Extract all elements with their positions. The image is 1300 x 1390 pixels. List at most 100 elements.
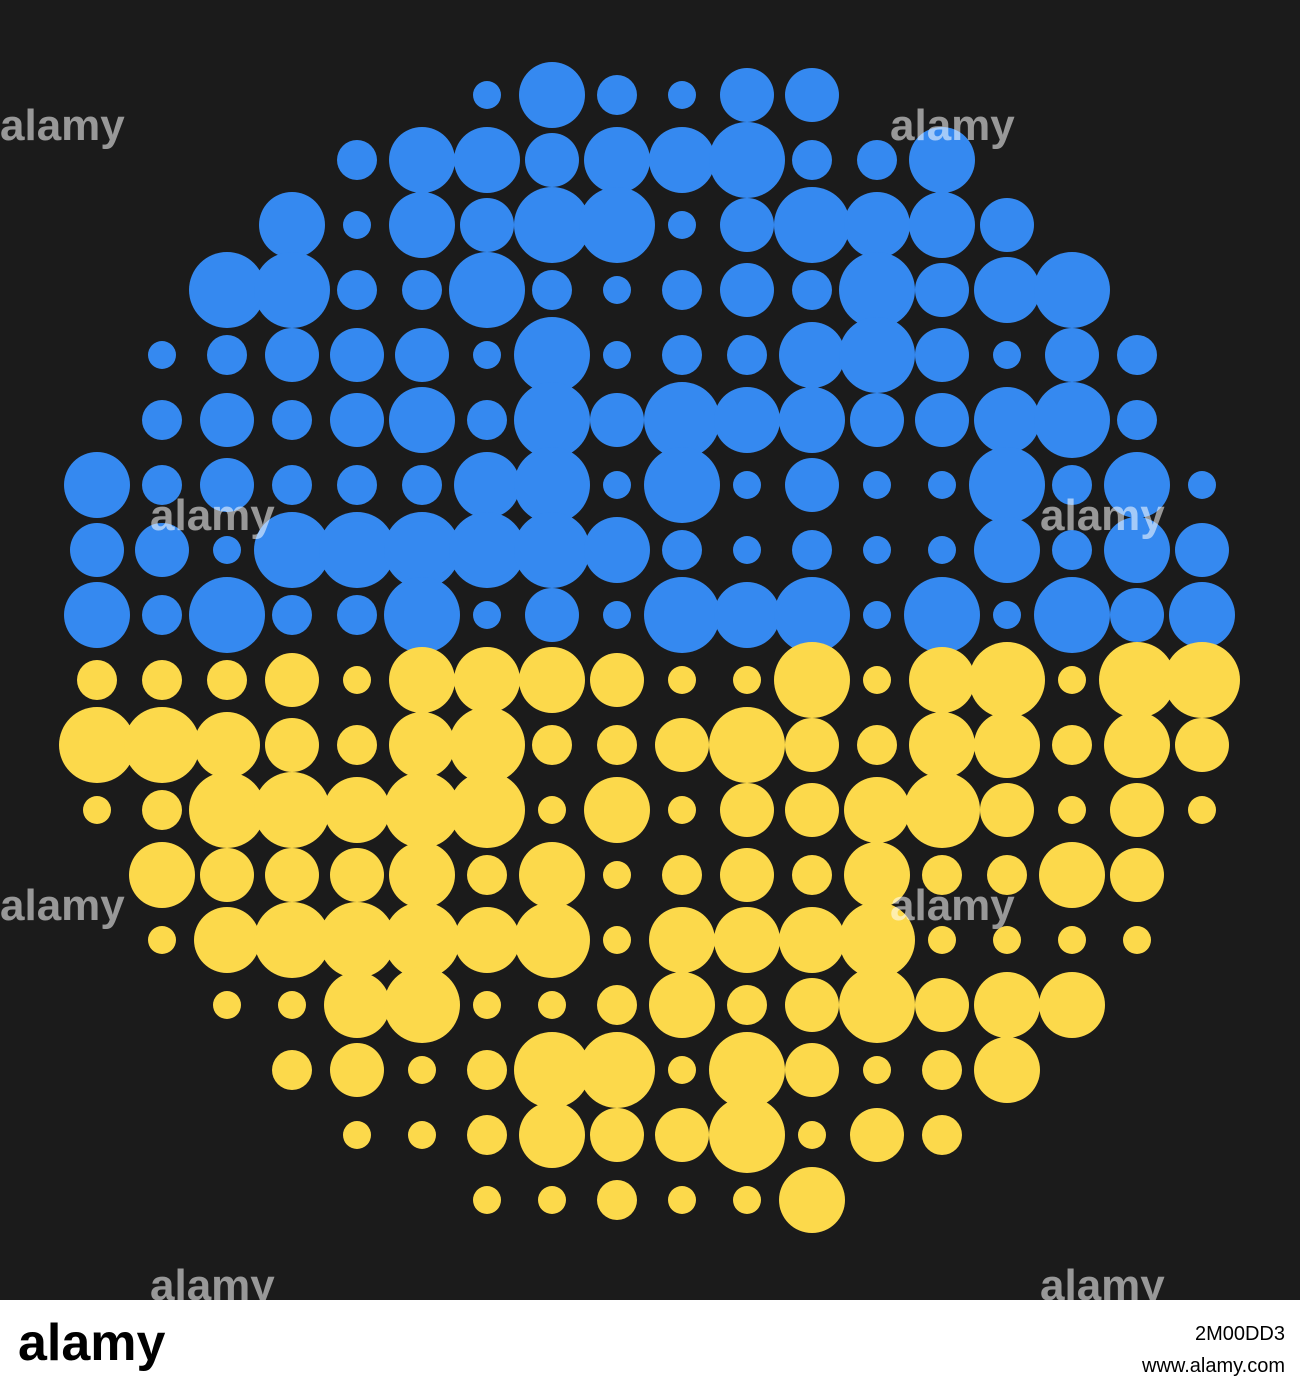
- dot: [844, 842, 910, 908]
- dot: [272, 595, 312, 635]
- dot: [662, 335, 702, 375]
- watermark: alamy: [890, 881, 1015, 930]
- dot: [1052, 725, 1092, 765]
- dot: [644, 447, 720, 523]
- dot: [662, 530, 702, 570]
- dot: [779, 907, 845, 973]
- dot: [720, 198, 774, 252]
- dot: [909, 127, 975, 193]
- dot: [1188, 796, 1216, 824]
- dot: [863, 536, 891, 564]
- dot: [603, 341, 631, 369]
- dot: [519, 842, 585, 908]
- dot: [389, 387, 455, 453]
- dot: [668, 1186, 696, 1214]
- dot: [584, 127, 650, 193]
- dot: [265, 848, 319, 902]
- dot: [1104, 712, 1170, 778]
- dot: [1058, 926, 1086, 954]
- dot: [272, 465, 312, 505]
- dot: [514, 512, 590, 588]
- dot: [449, 707, 525, 783]
- footer-url: www.alamy.com: [1141, 1355, 1285, 1377]
- dot: [142, 790, 182, 830]
- dot: [135, 523, 189, 577]
- dot: [969, 642, 1045, 718]
- dot: [844, 192, 910, 258]
- dot: [720, 68, 774, 122]
- dot: [532, 725, 572, 765]
- dot: [668, 81, 696, 109]
- dot: [460, 198, 514, 252]
- dot: [538, 796, 566, 824]
- watermark: alamy: [150, 491, 275, 540]
- dot: [70, 523, 124, 577]
- dot: [337, 595, 377, 635]
- dot: [324, 972, 390, 1038]
- dot: [733, 471, 761, 499]
- dot: [839, 902, 915, 978]
- dot: [597, 1180, 637, 1220]
- dot: [844, 777, 910, 843]
- dot: [668, 211, 696, 239]
- dot: [148, 341, 176, 369]
- dot: [649, 127, 715, 193]
- dot: [603, 471, 631, 499]
- dot: [915, 263, 969, 317]
- dot: [514, 447, 590, 523]
- dot: [254, 902, 330, 978]
- dot: [709, 1097, 785, 1173]
- dot: [467, 1050, 507, 1090]
- dot: [709, 1032, 785, 1108]
- dot: [343, 1121, 371, 1149]
- dot: [467, 1115, 507, 1155]
- dot: [655, 718, 709, 772]
- dot: [603, 926, 631, 954]
- dot: [590, 393, 644, 447]
- dot: [649, 972, 715, 1038]
- dot: [265, 718, 319, 772]
- dot: [597, 725, 637, 765]
- dot: [207, 660, 247, 700]
- dot: [324, 777, 390, 843]
- dot: [785, 978, 839, 1032]
- dot: [319, 512, 395, 588]
- dot: [1117, 335, 1157, 375]
- dot: [662, 855, 702, 895]
- dot: [330, 393, 384, 447]
- dot: [590, 653, 644, 707]
- dot: [863, 666, 891, 694]
- dot: [254, 512, 330, 588]
- dot: [1188, 471, 1216, 499]
- dot: [384, 772, 460, 848]
- dot: [337, 140, 377, 180]
- dot: [395, 328, 449, 382]
- dot: [514, 1032, 590, 1108]
- dot: [189, 772, 265, 848]
- dot: [142, 595, 182, 635]
- dot: [389, 647, 455, 713]
- dot: [514, 317, 590, 393]
- dot: [928, 536, 956, 564]
- dot: [194, 907, 260, 973]
- dot: [792, 140, 832, 180]
- dot: [473, 341, 501, 369]
- dot: [194, 712, 260, 778]
- dot: [254, 772, 330, 848]
- background: [0, 0, 1300, 1300]
- dot: [330, 1043, 384, 1097]
- dot: [454, 127, 520, 193]
- dot: [720, 848, 774, 902]
- dot: [200, 458, 254, 512]
- footer-logo: alamy: [18, 1314, 166, 1372]
- dot: [278, 991, 306, 1019]
- dot: [733, 1186, 761, 1214]
- dot: [148, 926, 176, 954]
- dot: [200, 848, 254, 902]
- dot: [774, 187, 850, 263]
- dot: [1110, 848, 1164, 902]
- dot: [714, 907, 780, 973]
- dot: [254, 252, 330, 328]
- dot: [142, 660, 182, 700]
